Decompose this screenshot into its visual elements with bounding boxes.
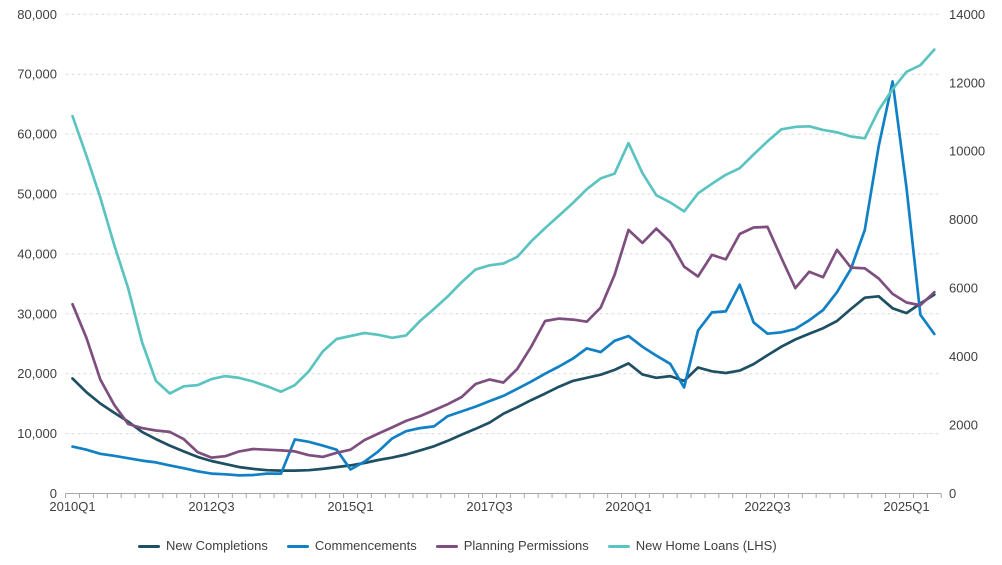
legend-marker-new-completions — [138, 544, 160, 548]
legend-marker-commencements — [286, 544, 309, 548]
right-axis-tick-label: 12000 — [949, 75, 985, 90]
left-axis-tick-label: 60,000 — [17, 127, 57, 142]
x-axis-tick-label: 2025Q1 — [883, 499, 929, 514]
left-axis-tick-label: 20,000 — [17, 366, 57, 381]
legend-marker-new-home-loans — [607, 544, 630, 548]
left-axis-tick-label: 30,000 — [17, 306, 57, 321]
legend-label: New Home Loans (LHS) — [635, 538, 777, 553]
left-axis-tick-label: 80,000 — [17, 7, 57, 22]
series-line-new-completions — [71, 293, 936, 472]
gridlines — [65, 13, 942, 435]
x-axis-labels: 2010Q1 2012Q3 2015Q1 2017Q3 2020Q1 2022Q3 2025… — [49, 499, 929, 514]
series-line-new-home-loans-lhs — [71, 48, 936, 395]
x-axis-tick-label: 2015Q1 — [327, 499, 373, 514]
x-axis — [65, 493, 942, 498]
right-axis-tick-label: 2000 — [949, 418, 978, 433]
right-axis-tick-label: 6000 — [949, 281, 978, 296]
left-axis-tick-label: 40,000 — [17, 246, 57, 261]
x-axis-tick-label: 2017Q3 — [466, 499, 512, 514]
x-axis-tick-label: 2010Q1 — [49, 499, 95, 514]
right-axis-tick-label: 4000 — [949, 349, 978, 364]
right-axis-tick-label: 14000 — [949, 7, 985, 22]
legend-label: Planning Permissions — [463, 538, 589, 553]
right-axis-tick-label: 10000 — [949, 144, 985, 159]
line-chart: 0 10,000 20,000 30,000 40,000 50,000 60,000 70,… — [17, 7, 985, 514]
series-lines — [71, 48, 936, 477]
legend: New Completions Commencements Planning P… — [0, 537, 1002, 555]
legend-label: New Completions — [166, 538, 268, 553]
right-axis-labels: 0 2000 4000 6000 8000 10000 12000 14000 — [949, 7, 985, 501]
legend-item-new-home-loans: New Home Loans (LHS) — [607, 537, 777, 555]
right-axis-tick-label: 0 — [949, 486, 956, 501]
legend-item-new-completions: New Completions — [138, 537, 268, 555]
legend-item-commencements: Commencements — [286, 537, 417, 555]
right-axis-tick-label: 8000 — [949, 212, 978, 227]
series-line-commencements — [71, 80, 936, 477]
left-axis-labels: 0 10,000 20,000 30,000 40,000 50,000 60,000 70,… — [17, 7, 57, 501]
x-axis-tick-label: 2020Q1 — [605, 499, 651, 514]
left-axis-tick-label: 10,000 — [17, 426, 57, 441]
left-axis-tick-label: 0 — [50, 486, 57, 501]
legend-item-planning-permissions: Planning Permissions — [435, 537, 589, 555]
left-axis-tick-label: 70,000 — [17, 67, 57, 82]
left-axis-tick-label: 50,000 — [17, 187, 57, 202]
legend-label: Commencements — [314, 538, 417, 553]
series-line-planning-permissions — [71, 225, 936, 459]
x-axis-tick-label: 2012Q3 — [188, 499, 234, 514]
legend-marker-planning-permissions — [435, 544, 458, 548]
x-axis-tick-label: 2022Q3 — [744, 499, 790, 514]
